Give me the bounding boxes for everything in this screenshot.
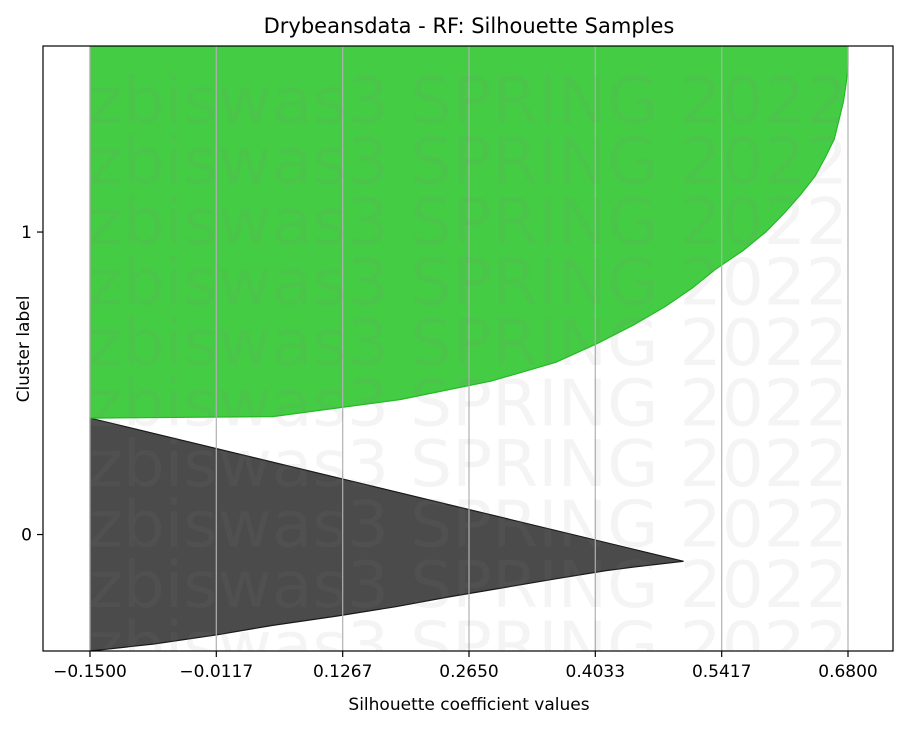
watermark-text: zbiswas3 SPRING 2022 xyxy=(88,489,848,563)
x-axis-label: Silhouette coefficient values xyxy=(348,695,589,715)
watermark-text: zbiswas3 SPRING 2022 xyxy=(88,307,848,381)
watermark-text: zbiswas3 SPRING 2022 xyxy=(88,368,848,442)
watermark-text: zbiswas3 SPRING 2022 xyxy=(88,549,848,623)
x-tick-label: 0.4033 xyxy=(566,662,625,682)
y-axis-label: Cluster label xyxy=(14,296,34,403)
chart-title: Drybeansdata - RF: Silhouette Samples xyxy=(264,14,675,38)
cluster-0-silhouette xyxy=(89,417,684,651)
x-tick-label: 0.5417 xyxy=(692,662,751,682)
x-tick-label: 0.6800 xyxy=(818,662,877,682)
x-tick-label: −0.1500 xyxy=(53,662,127,682)
y-tick-label: 0 xyxy=(21,526,32,546)
x-tick-label: 0.1267 xyxy=(313,662,372,682)
watermark-text: zbiswas3 SPRING 2022 xyxy=(88,65,848,139)
watermark-text: zbiswas3 SPRING 2022 xyxy=(88,126,848,200)
x-axis-ticks: −0.1500 −0.0117 0.1267 0.2650 0.4033 0.5417 0.… xyxy=(53,651,878,682)
watermark-text: zbiswas3 SPRING 2022 xyxy=(88,610,848,684)
x-tick-label: 0.2650 xyxy=(439,662,498,682)
y-tick-label: 1 xyxy=(21,223,32,243)
x-tick-label: −0.0117 xyxy=(179,662,253,682)
watermark-text: zbiswas3 SPRING 2022 xyxy=(88,428,848,502)
y-axis-ticks: 01 xyxy=(21,223,43,546)
watermark-text: zbiswas3 SPRING 2022 xyxy=(88,247,848,321)
plot-frame xyxy=(42,45,894,652)
watermark-text: zbiswas3 SPRING 2022 xyxy=(88,186,848,260)
grid-lines xyxy=(89,46,849,651)
